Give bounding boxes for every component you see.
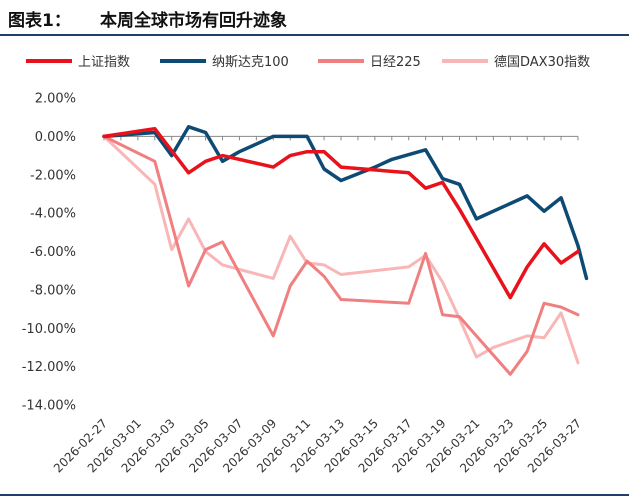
chart-title: 本周全球市场有回升迹象 (100, 11, 287, 31)
figure-header: 图表1： 本周全球市场有回升迹象 (0, 0, 629, 34)
y-tick-label: -6.00% (30, 245, 76, 260)
y-tick-label: -12.00% (22, 360, 76, 375)
legend-label: 上证指数 (78, 55, 130, 70)
footer-rule (0, 494, 629, 496)
series-line-4 (102, 134, 580, 365)
y-tick-label: 0.00% (35, 130, 76, 145)
header-rule (0, 34, 629, 36)
legend-label: 纳斯达克100 (212, 55, 289, 70)
legend: 上证指数 纳斯达克100 日经225 德国DAX30指数 (26, 55, 590, 70)
legend-label: 日经225 (370, 55, 421, 70)
y-tick-label: -8.00% (30, 283, 76, 298)
figure-label: 图表1： (8, 11, 71, 31)
y-tick-label: -4.00% (30, 207, 76, 222)
y-tick-label: -14.00% (22, 399, 76, 414)
series-line-3 (102, 134, 580, 376)
x-axis: 2026-02-272026-03-012026-03-032026-03-05… (51, 135, 584, 475)
y-tick-label: -10.00% (22, 322, 76, 337)
legend-label: 德国DAX30指数 (494, 55, 590, 70)
y-axis: 2.00% 0.00% -2.00% -4.00% -6.00% -8.00% -10.00… (22, 92, 76, 414)
plot-area (102, 125, 589, 376)
y-tick-label: -2.00% (30, 168, 76, 183)
series-line-2 (102, 125, 589, 281)
y-tick-label: 2.00% (35, 92, 76, 107)
series-line-1 (102, 126, 580, 300)
